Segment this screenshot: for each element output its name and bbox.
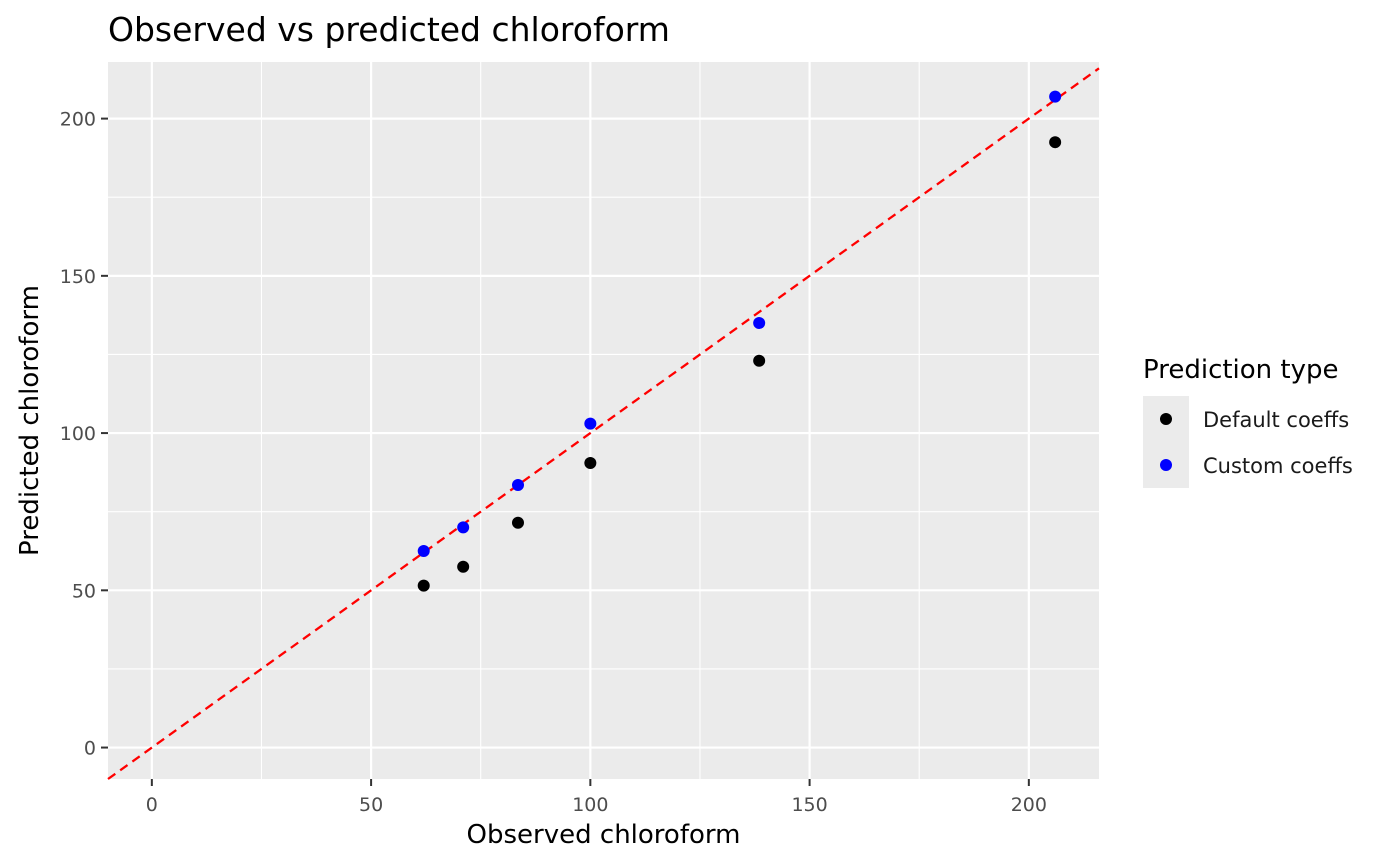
- data-point-series-0: [417, 579, 430, 592]
- y-tick-label: 150: [60, 266, 96, 288]
- legend: Prediction type Default coeffs Custom coe…: [1143, 355, 1353, 488]
- chart-title: Observed vs predicted chloroform: [108, 10, 670, 49]
- legend-keys-background: [1143, 396, 1189, 488]
- data-point-series-1: [457, 521, 470, 534]
- x-tick-label: 0: [146, 794, 158, 816]
- y-tick-label: 50: [72, 580, 96, 602]
- x-tick-label: 150: [791, 794, 827, 816]
- legend-title: Prediction type: [1143, 355, 1339, 385]
- identity-reference-line: [107, 67, 1100, 780]
- x-axis-ticks: 0 50 100 150 200: [146, 779, 1047, 816]
- data-point-series-0: [1049, 136, 1062, 149]
- data-point-series-1: [1049, 90, 1062, 103]
- x-tick-label: 200: [1011, 794, 1047, 816]
- data-point-series-0: [753, 354, 766, 367]
- data-point-series-1: [753, 317, 766, 330]
- legend-key-0: [1160, 413, 1172, 425]
- y-tick-label: 100: [60, 423, 96, 445]
- y-tick-label: 200: [60, 109, 96, 131]
- data-point-series-1: [417, 545, 430, 558]
- legend-key-1: [1160, 459, 1172, 471]
- x-axis-title: Observed chloroform: [467, 820, 741, 850]
- legend-items: Default coeffs Custom coeffs: [1160, 408, 1353, 478]
- data-point-series-0: [584, 456, 597, 469]
- legend-label-0: Default coeffs: [1203, 408, 1349, 432]
- y-axis-title: Predicted chloroform: [15, 285, 45, 556]
- data-point-series-1: [584, 417, 597, 430]
- data-point-series-0: [457, 560, 470, 573]
- data-points: [417, 90, 1062, 592]
- legend-label-1: Custom coeffs: [1203, 454, 1353, 478]
- x-tick-label: 50: [359, 794, 383, 816]
- x-tick-label: 100: [572, 794, 608, 816]
- minor-gridlines: [108, 62, 1099, 779]
- y-tick-label: 0: [84, 738, 96, 760]
- y-axis-ticks: 0 50 100 150 200: [60, 109, 108, 760]
- data-point-series-1: [511, 478, 524, 491]
- data-point-series-0: [511, 516, 524, 529]
